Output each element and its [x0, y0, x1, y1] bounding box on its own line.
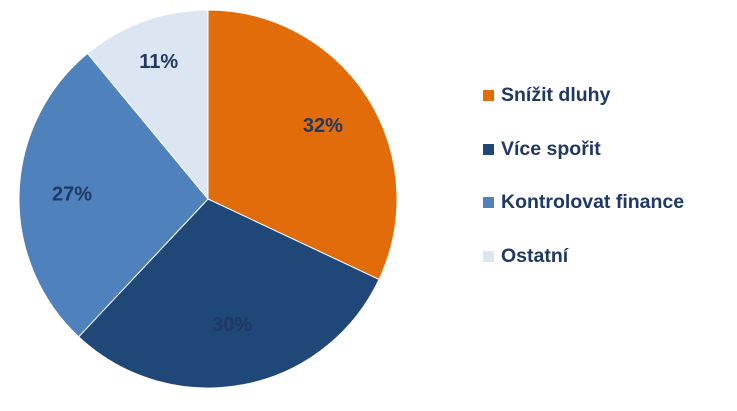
pie-slice-ostatni [86, 9, 209, 201]
pie-data-labels: 32% 30% 27% 11% [52, 51, 343, 336]
legend-item-vice-sporit: Více spořit [483, 136, 733, 163]
legend-label: Snížit dluhy [501, 84, 611, 106]
pie-slice-vice-sporit [77, 198, 380, 389]
legend-swatch [483, 143, 494, 155]
legend-item-kontrolovat-finance: Kontrolovat finance [483, 189, 733, 216]
legend-swatch [483, 250, 494, 262]
pie-slices [18, 9, 398, 389]
data-label-snizit-dluhy: 32% [303, 115, 343, 137]
data-label-ostatni: 11% [139, 51, 178, 73]
legend: Snížit dluhy Více spořit Kontrolovat fin… [483, 82, 733, 296]
legend-swatch [483, 197, 494, 208]
legend-item-snizit-dluhy: Snížit dluhy [483, 82, 733, 109]
legend-label: Kontrolovat finance [501, 191, 685, 213]
legend-swatch [483, 90, 494, 101]
legend-label: Ostatní [501, 244, 569, 267]
data-label-kontrolovat-finance: 27% [52, 184, 92, 206]
legend-item-ostatni: Ostatní [483, 243, 733, 270]
pie-slice-snizit-dluhy [207, 9, 398, 281]
legend-label: Více spořit [501, 137, 601, 160]
pie-slice-kontrolovat-finance [18, 52, 209, 338]
data-label-vice-sporit: 30% [212, 314, 252, 336]
